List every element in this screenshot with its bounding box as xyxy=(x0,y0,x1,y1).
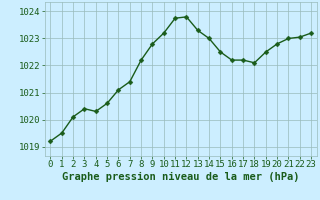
X-axis label: Graphe pression niveau de la mer (hPa): Graphe pression niveau de la mer (hPa) xyxy=(62,172,300,182)
